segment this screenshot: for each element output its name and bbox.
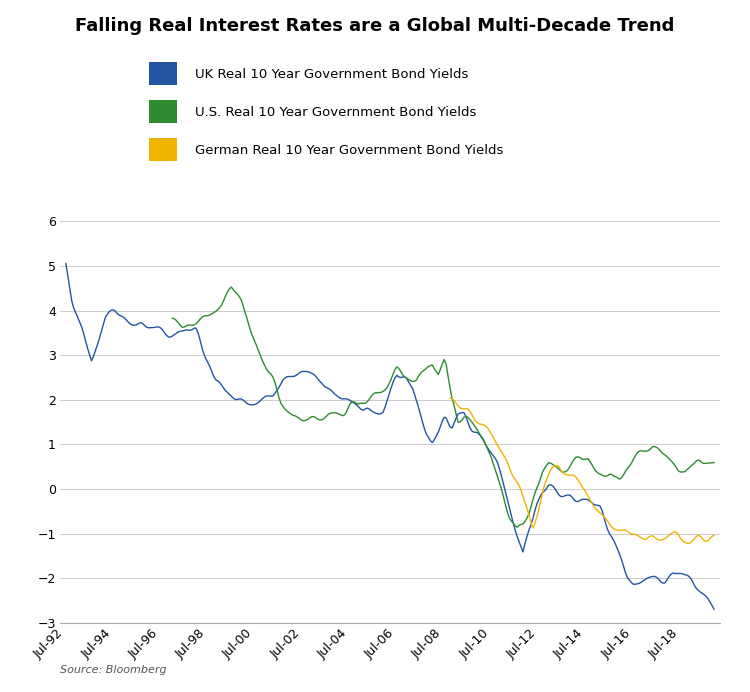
Text: Source: Bloomberg: Source: Bloomberg xyxy=(60,665,166,675)
Text: UK Real 10 Year Government Bond Yields: UK Real 10 Year Government Bond Yields xyxy=(195,68,468,80)
Text: U.S. Real 10 Year Government Bond Yields: U.S. Real 10 Year Government Bond Yields xyxy=(195,106,476,118)
Text: German Real 10 Year Government Bond Yields: German Real 10 Year Government Bond Yiel… xyxy=(195,144,503,156)
Text: Falling Real Interest Rates are a Global Multi-Decade Trend: Falling Real Interest Rates are a Global… xyxy=(75,17,675,35)
